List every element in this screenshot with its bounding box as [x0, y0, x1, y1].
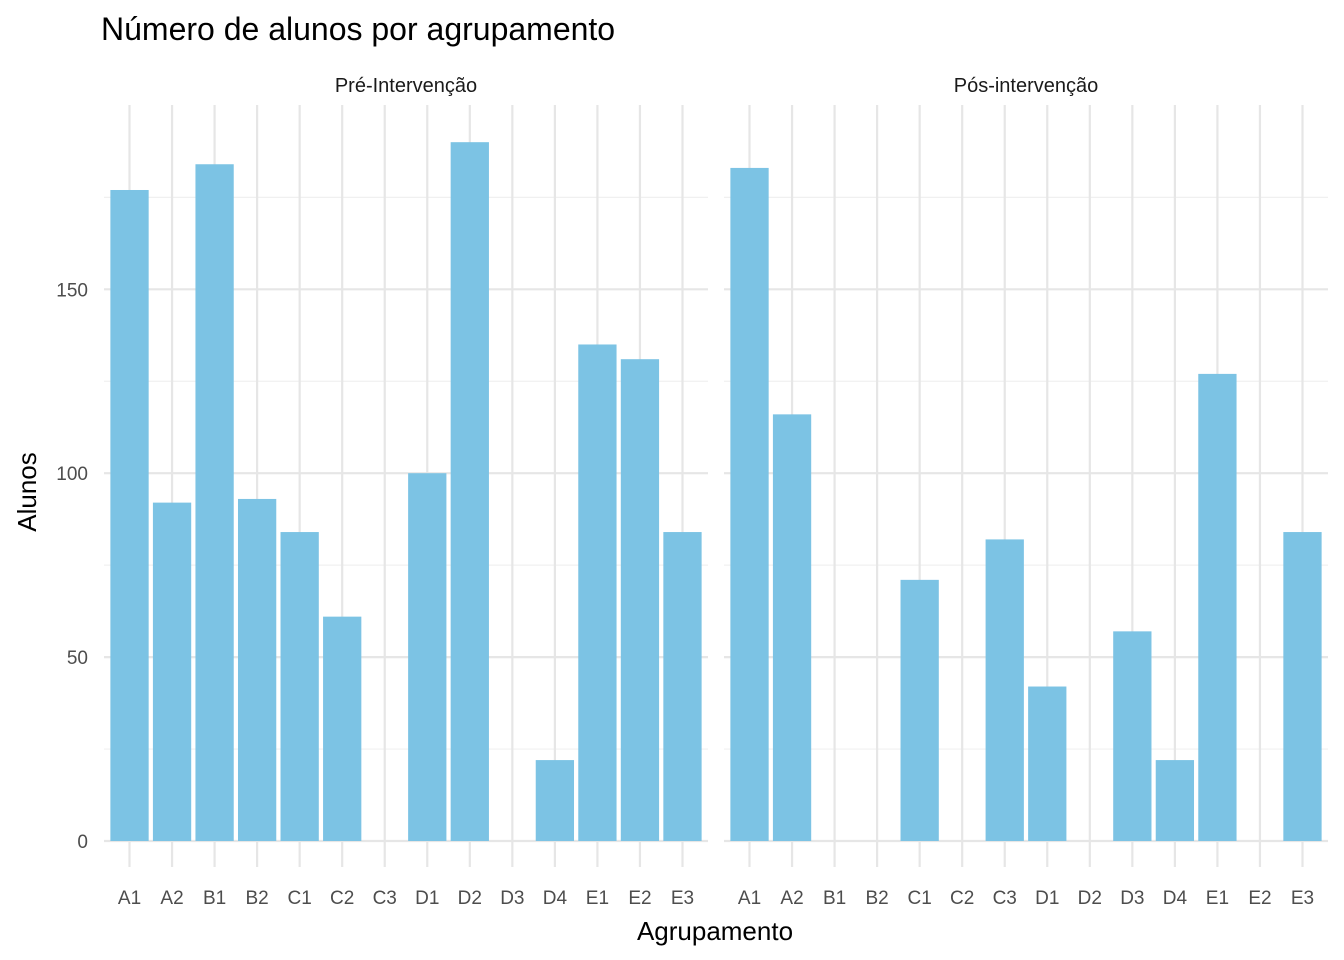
x-tick-label: A1 [118, 888, 141, 909]
bar-a2 [152, 502, 192, 841]
x-tick-label: B1 [823, 888, 846, 909]
bar-e3 [663, 532, 702, 841]
bar-c3 [985, 539, 1024, 841]
y-tick-label: 150 [56, 280, 88, 301]
bar-e1 [1198, 373, 1237, 841]
x-tick-label: C3 [993, 888, 1017, 909]
x-tick-label: D4 [1163, 888, 1188, 909]
x-tick-label: B2 [246, 888, 269, 909]
y-axis-title: Alunos [12, 452, 42, 532]
bar-c1 [280, 532, 319, 841]
x-tick-label: E2 [628, 888, 651, 909]
y-tick-label: 100 [56, 464, 88, 485]
bar-a1 [730, 167, 769, 841]
panel-strip-label: Pré-Intervenção [335, 75, 477, 97]
x-tick-label: B1 [203, 888, 226, 909]
x-tick-label: A2 [780, 888, 803, 909]
x-tick-label: D2 [1078, 888, 1102, 909]
bar-d1 [1028, 686, 1067, 841]
bar-d3 [1113, 631, 1152, 841]
x-tick-label: E3 [671, 888, 694, 909]
x-tick-label: D3 [500, 888, 524, 909]
panel-1: Pré-Intervenção A1 A2 B1 B2 C1 C2 C3 D1 D2 D3 D4 E1 E… [104, 75, 708, 909]
chart-panels: Pré-Intervenção A1 A2 B1 B2 C1 C2 C3 D1 D2 D3 D4 E1 E… [104, 75, 1328, 909]
x-tick-label: E3 [1291, 888, 1314, 909]
panel-2: Pós-intervenção A1 A2 B1 B2 C1 C2 C3 D1 D2 D3 D4 E1 E… [724, 75, 1328, 909]
bar-e1 [578, 344, 617, 841]
bar-b1 [195, 164, 234, 842]
bar-a1 [110, 189, 149, 841]
bar-d2 [450, 142, 489, 841]
bar-d4 [1155, 760, 1195, 841]
bar-d1 [408, 473, 447, 841]
y-tick-label: 50 [67, 648, 88, 669]
x-tick-label: B2 [866, 888, 889, 909]
bar-e3 [1283, 532, 1322, 841]
x-tick-label: E1 [1206, 888, 1229, 909]
x-tick-label: C3 [373, 888, 397, 909]
x-tick-label: D3 [1120, 888, 1144, 909]
x-tick-label: A2 [160, 888, 183, 909]
x-tick-label: C1 [288, 888, 312, 909]
bar-a2 [772, 414, 812, 841]
x-tick-label: C2 [950, 888, 974, 909]
y-axis: 0 50 100 150 [56, 280, 88, 853]
x-tick-label: C2 [330, 888, 354, 909]
x-tick-label: E1 [586, 888, 609, 909]
bar-d4 [535, 760, 575, 841]
chart-title: Número de alunos por agrupamento [101, 11, 615, 47]
x-tick-label: E2 [1248, 888, 1271, 909]
bar-c2 [323, 616, 362, 841]
x-tick-label: C1 [908, 888, 932, 909]
x-tick-label: D1 [415, 888, 439, 909]
x-tick-label: D1 [1035, 888, 1059, 909]
bar-e2 [620, 359, 660, 841]
panel-strip-label: Pós-intervenção [954, 75, 1099, 97]
x-tick-label: A1 [738, 888, 761, 909]
bar-c1 [900, 579, 939, 841]
y-tick-label: 0 [77, 832, 88, 853]
x-tick-label: D4 [543, 888, 568, 909]
x-axis-title: Agrupamento [637, 916, 793, 946]
bar-b2 [237, 498, 277, 841]
x-tick-label: D2 [458, 888, 482, 909]
